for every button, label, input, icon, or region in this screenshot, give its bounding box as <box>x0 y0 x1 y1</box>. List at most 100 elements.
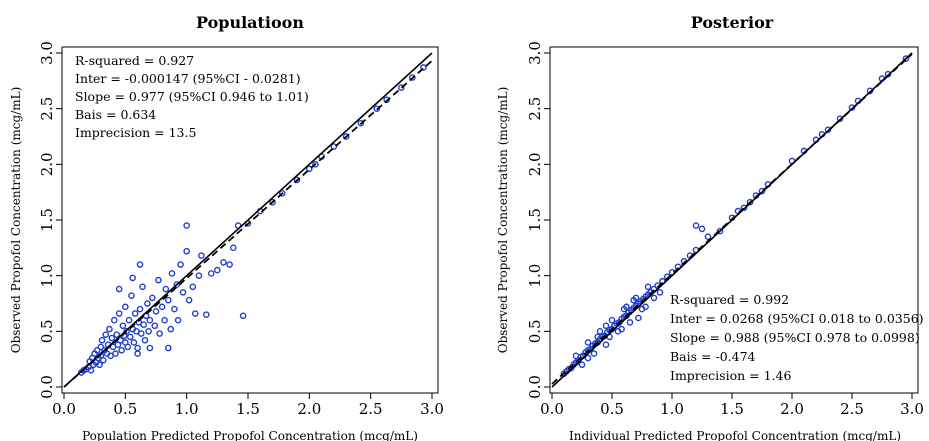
posterior-point <box>635 314 642 322</box>
population-regression-line <box>63 60 433 388</box>
posterior-point <box>644 283 652 291</box>
posterior-point <box>746 198 754 206</box>
population-point <box>357 119 365 127</box>
population-point <box>229 244 237 252</box>
population-title: Populatioon <box>196 13 304 32</box>
population-point <box>174 316 182 324</box>
posterior-point <box>618 325 625 333</box>
population-x-tick-label: 2.0 <box>297 400 321 418</box>
population-point <box>134 350 141 357</box>
posterior-y-tick-label: 0.5 <box>526 319 544 343</box>
population-point <box>195 272 203 279</box>
population-y-tick-label: 1.5 <box>38 208 56 232</box>
population-point <box>183 222 190 229</box>
population-point <box>137 330 145 337</box>
posterior-point <box>656 289 664 296</box>
population-point <box>151 322 159 330</box>
population-point <box>87 366 95 374</box>
population-point <box>146 344 154 352</box>
posterior-y-axis-label: Observed Propofol Concentration (mcg/mL) <box>496 87 510 354</box>
posterior-point <box>590 350 598 357</box>
population-marks <box>63 52 433 388</box>
population-point <box>125 316 133 324</box>
posterior-point <box>698 225 706 233</box>
population-point <box>129 274 136 282</box>
posterior-point <box>623 303 630 311</box>
posterior-title: Posterior <box>691 13 774 32</box>
population-point <box>139 283 146 291</box>
population-point <box>113 331 121 338</box>
population-x-tick-label: 1.0 <box>175 400 199 418</box>
posterior-point <box>602 341 610 348</box>
posterior-point <box>740 204 748 212</box>
population-stat-intercept: Inter = -0.000147 (95%CI - 0.0281) <box>75 71 301 86</box>
population-point <box>398 84 405 91</box>
posterior-x-axis-label: Individual Predicted Propofol Concentrat… <box>569 429 901 441</box>
posterior-stat-imprecision: Imprecision = 1.46 <box>670 368 791 383</box>
population-point <box>131 310 139 317</box>
population-point <box>140 321 148 328</box>
posterior-x-tick-label: 2.0 <box>780 400 804 418</box>
population-y-tick-label: 0.5 <box>38 319 56 343</box>
posterior-marks <box>551 52 913 388</box>
population-point <box>144 300 151 307</box>
population-point <box>156 330 163 337</box>
population-point <box>115 285 123 293</box>
population-stat-slope: Slope = 0.977 (95%CI 0.946 to 1.01) <box>75 89 309 104</box>
posterior-panel: Posterior 0.0 0.5 1.0 1.5 2.0 2.5 3.0 0.0 0.5 1.0… <box>496 13 924 441</box>
posterior-point <box>642 303 649 311</box>
population-x-tick-label: 0.0 <box>52 400 76 418</box>
population-point <box>115 310 123 317</box>
population-point <box>149 294 156 302</box>
population-x-axis-label: Population Predicted Propofol Concentrat… <box>82 429 418 441</box>
posterior-x-tick-label: 2.5 <box>840 400 864 418</box>
population-point <box>183 247 190 255</box>
population-point <box>99 356 107 364</box>
population-point <box>141 336 149 344</box>
population-point <box>123 328 130 335</box>
population-point <box>207 270 215 277</box>
population-point <box>97 343 105 351</box>
population-point <box>102 331 110 338</box>
posterior-point <box>704 233 712 240</box>
population-point <box>342 133 350 140</box>
population-point <box>164 296 172 304</box>
population-y-tick-label: 1.0 <box>38 264 56 288</box>
population-point <box>312 161 319 168</box>
posterior-stat-bias: Bais = -0.474 <box>670 349 756 364</box>
population-point <box>110 316 118 324</box>
posterior-point <box>836 115 844 122</box>
population-point <box>191 310 199 317</box>
posterior-point <box>630 296 637 304</box>
population-point <box>96 361 103 369</box>
posterior-point <box>572 352 580 360</box>
population-y-tick-label: 2.0 <box>38 152 56 176</box>
population-stats: R-squared = 0.927 Inter = -0.000147 (95%… <box>75 53 309 140</box>
population-ticks: 0.0 0.5 1.0 1.5 2.0 2.5 3.0 0.0 0.5 1.0 1.5 2.0 2.5 3… <box>38 41 444 418</box>
population-point <box>162 285 170 293</box>
population-point <box>226 261 233 268</box>
population-y-tick-label: 0.0 <box>38 375 56 399</box>
posterior-ticks: 0.0 0.5 1.0 1.5 2.0 2.5 3.0 0.0 0.5 1.0 1.5 2.0 2.5 3… <box>526 41 924 418</box>
population-y-axis-label: Observed Propofol Concentration (mcg/mL) <box>9 87 23 354</box>
population-point <box>152 307 160 315</box>
population-point <box>189 283 197 291</box>
posterior-point <box>758 187 766 195</box>
population-point <box>220 259 227 266</box>
population-point <box>177 261 184 268</box>
population-point <box>134 344 141 352</box>
population-x-tick-label: 3.0 <box>420 400 444 418</box>
posterior-point <box>594 333 601 341</box>
population-point <box>198 252 205 259</box>
population-point <box>306 165 313 173</box>
posterior-point <box>602 322 610 330</box>
population-y-tick-label: 2.5 <box>38 97 56 121</box>
population-point <box>108 334 116 342</box>
population-y-tick-label: 3.0 <box>38 41 56 65</box>
posterior-x-tick-label: 3.0 <box>900 400 924 418</box>
posterior-stat-intercept: Inter = 0.0268 (95%CI 0.018 to 0.0356) <box>670 311 924 326</box>
population-point <box>168 270 176 277</box>
population-point <box>293 176 301 184</box>
posterior-stat-r-squared: R-squared = 0.992 <box>670 292 789 307</box>
posterior-y-tick-label: 2.5 <box>526 97 544 121</box>
